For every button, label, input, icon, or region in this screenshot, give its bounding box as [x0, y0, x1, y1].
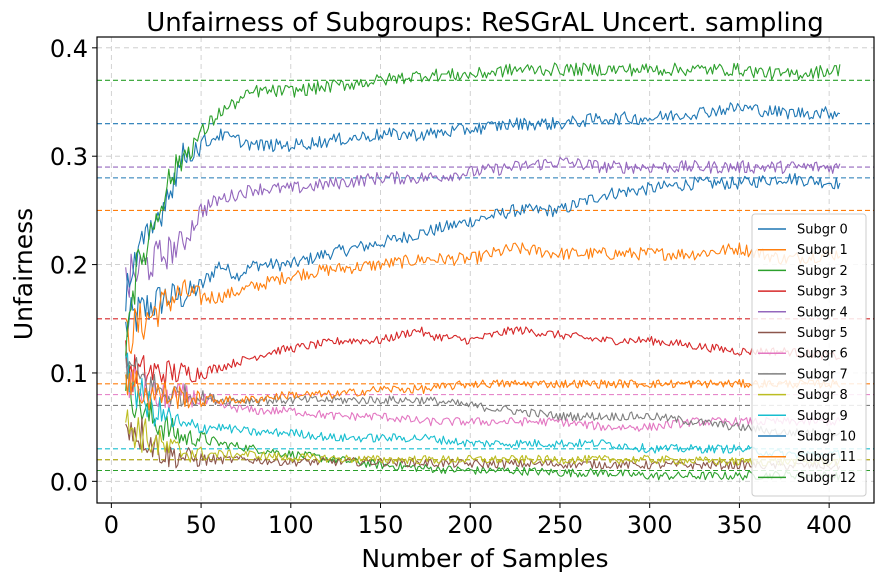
legend-label-4: Subgr 4 [797, 305, 848, 320]
plot-frame [96, 36, 875, 504]
legend-items: Subgr 0 Subgr 1 Subgr 2 Subgr 3 Subgr 4 Subgr… [758, 223, 856, 486]
x-tick-label: 350 [717, 511, 763, 539]
y-tick-label: 0.0 [50, 468, 88, 496]
series-line-0 [125, 172, 841, 338]
x-tick-label: 250 [537, 511, 583, 539]
series-line-11 [125, 369, 841, 411]
series-line-12 [125, 62, 841, 356]
legend-label-7: Subgr 7 [797, 367, 848, 382]
y-axis-title: Unfairness [9, 208, 38, 340]
x-tick-label: 200 [447, 511, 493, 539]
legend-label-5: Subgr 5 [797, 326, 848, 341]
x-tick-label: 0 [104, 511, 119, 539]
legend-label-3: Subgr 3 [797, 285, 848, 300]
y-tick-label: 0.3 [50, 143, 88, 171]
legend: Subgr 0 Subgr 1 Subgr 2 Subgr 3 Subgr 4 Subgr… [751, 213, 867, 497]
legend-box [751, 213, 867, 497]
series-line-6 [125, 366, 841, 432]
x-tick-label: 50 [186, 511, 217, 539]
legend-label-10: Subgr 10 [797, 430, 856, 445]
x-tick-label: 150 [358, 511, 404, 539]
legend-label-6: Subgr 6 [797, 347, 848, 362]
legend-label-12: Subgr 12 [797, 471, 856, 486]
y-tick-label: 0.1 [50, 360, 88, 388]
x-axis-title: Number of Samples [361, 544, 608, 573]
legend-label-0: Subgr 0 [797, 223, 848, 238]
ticks: 0 50 100 150 200 250 300 350 400 0.0 0.1 0.2 0.3 0.4 [50, 35, 852, 539]
series-line-4 [125, 156, 841, 298]
series-line-1 [125, 242, 841, 355]
x-tick-label: 100 [268, 511, 314, 539]
series-line-9 [125, 352, 841, 459]
legend-label-1: Subgr 1 [797, 243, 848, 258]
series-line-5 [125, 417, 841, 471]
series-line-10 [125, 102, 841, 312]
legend-label-2: Subgr 2 [797, 264, 848, 279]
x-tick-label: 300 [627, 511, 673, 539]
y-tick-label: 0.2 [50, 252, 88, 280]
series-line-3 [125, 326, 840, 393]
legend-label-8: Subgr 8 [797, 388, 848, 403]
legend-label-9: Subgr 9 [797, 409, 848, 424]
x-tick-label: 400 [806, 511, 852, 539]
chart-title: Unfairness of Subgroups: ReSGrAL Uncert.… [146, 8, 824, 38]
series-lines [125, 62, 841, 481]
y-tick-label: 0.4 [50, 35, 88, 63]
series-line-8 [125, 409, 841, 467]
legend-label-11: Subgr 11 [797, 450, 856, 465]
